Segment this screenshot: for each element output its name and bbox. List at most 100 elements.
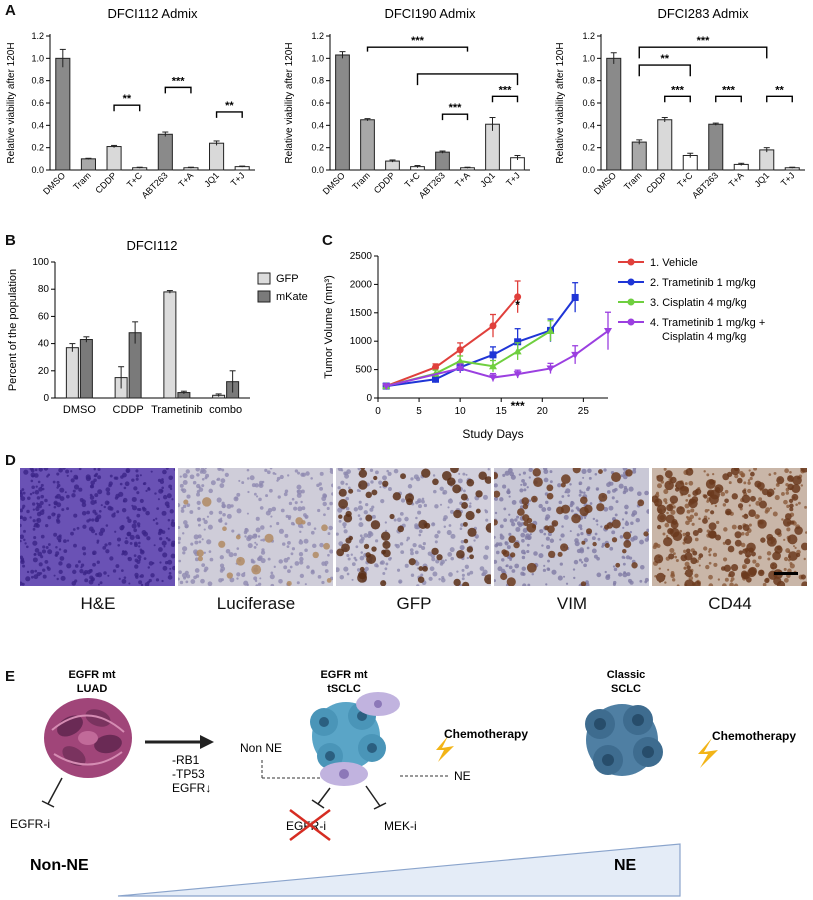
nucleus (557, 575, 563, 581)
nucleus (218, 518, 223, 523)
nucleus (163, 545, 166, 548)
nucleus (429, 566, 435, 572)
nucleus (125, 469, 130, 473)
nucleus (178, 570, 182, 575)
stained-cell (707, 529, 717, 539)
nucleus (90, 484, 95, 489)
nucleus (266, 470, 271, 475)
nucleus (307, 521, 312, 526)
stained-cell (710, 510, 715, 515)
nucleus (56, 480, 60, 484)
x-tick-label: JQ1 (478, 170, 497, 189)
nucleus (722, 557, 728, 562)
nucleus (502, 484, 507, 489)
nucleus (78, 468, 82, 471)
nucleus (222, 512, 226, 517)
sclc-title-line1: Classic (607, 669, 646, 681)
nucleus (319, 542, 324, 548)
nucleus (292, 523, 296, 526)
stained-cell (484, 574, 491, 585)
nucleus (547, 559, 550, 563)
nucleus (522, 527, 528, 533)
nucleus (159, 479, 165, 484)
nucleus (582, 476, 585, 479)
nucleus (287, 474, 290, 477)
nucleus (169, 509, 174, 514)
nucleus (331, 483, 333, 488)
nucleus (345, 482, 348, 486)
data-point (514, 338, 522, 346)
nucleus (203, 551, 206, 554)
nucleus (370, 480, 374, 484)
nucleus (461, 577, 465, 581)
stained-cell (526, 562, 537, 573)
nucleus (522, 482, 527, 487)
nucleus (247, 490, 250, 494)
nucleus (604, 570, 607, 574)
nucleus (636, 491, 642, 497)
nucleus (131, 523, 137, 529)
stained-cell (466, 478, 475, 487)
nucleus (466, 556, 469, 560)
nucleus (432, 571, 438, 577)
nucleus (306, 565, 310, 569)
nucleus (70, 470, 73, 473)
stained-cell (556, 506, 564, 515)
nucleus (729, 582, 734, 586)
y-axis-label: Percent of the population (7, 269, 19, 391)
nucleus (168, 572, 172, 575)
nucleus (609, 546, 614, 551)
nucleus (526, 486, 529, 489)
nucleus (94, 499, 97, 503)
nucleus (432, 474, 436, 477)
nucleus (246, 512, 249, 515)
y-tick-label: 0.6 (582, 98, 595, 108)
x-tick-label: 10 (455, 406, 467, 417)
stained-cell (652, 495, 659, 503)
nucleus (133, 519, 137, 524)
nucleus (34, 468, 38, 472)
nucleus (757, 555, 762, 560)
nucleus (449, 547, 455, 553)
stained-cell (623, 540, 632, 548)
x-tick-label: T+A (453, 170, 472, 189)
nucleus (382, 475, 387, 481)
nucleus (409, 548, 414, 552)
nucleus (138, 545, 141, 548)
nucleus (38, 468, 43, 472)
caption-luciferase: Luciferase (216, 594, 296, 613)
stained-cell (598, 492, 608, 502)
nucleus (350, 553, 353, 556)
nucleus (612, 565, 616, 568)
nucleus (542, 468, 548, 471)
nucleus (545, 500, 549, 505)
data-point (456, 346, 464, 354)
nucleus (299, 573, 305, 579)
nucleus (197, 523, 201, 527)
nucleus (543, 477, 549, 483)
nucleus (440, 559, 445, 565)
nucleus (515, 526, 521, 532)
nucleus (694, 512, 698, 517)
x-tick-label: T+A (176, 170, 195, 189)
stained-cell (643, 531, 649, 537)
nucleus (47, 473, 51, 477)
y-tick-label: 1.2 (31, 31, 44, 41)
nucleus (596, 488, 599, 491)
nucleus (73, 543, 77, 548)
nucleus (305, 471, 310, 476)
bar (759, 149, 775, 171)
non-ne-label: Non NE (240, 741, 282, 755)
nucleus (663, 498, 668, 503)
x-axis-label: Study Days (462, 427, 523, 441)
nucleus (706, 473, 710, 477)
nucleus (506, 490, 511, 495)
nucleus (685, 515, 689, 519)
nucleus (749, 476, 753, 481)
nucleus (591, 536, 596, 541)
nucleus (346, 572, 350, 576)
nucleus (337, 486, 341, 490)
chart-title: DFCI283 Admix (657, 6, 749, 21)
nucleus (236, 547, 240, 550)
nucleus (567, 494, 570, 497)
